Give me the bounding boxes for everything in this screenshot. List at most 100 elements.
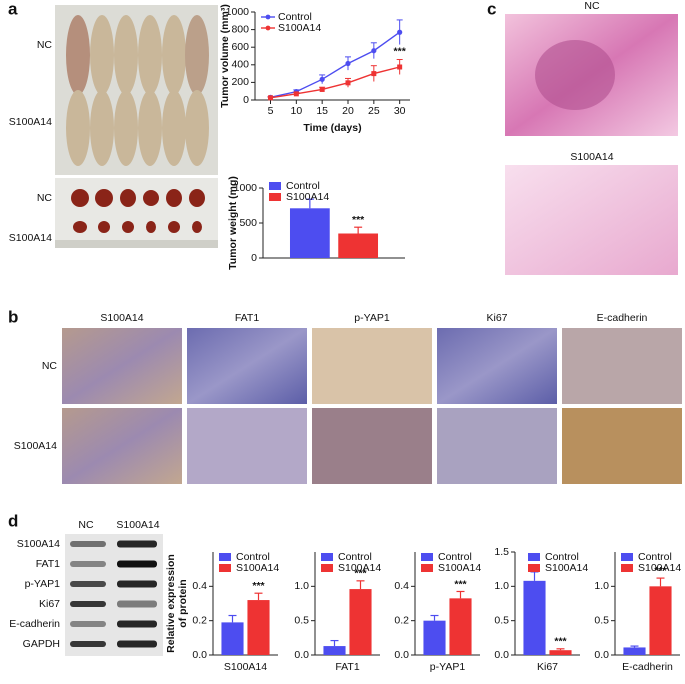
row-label: S100A14 xyxy=(9,232,52,244)
legend-label: Control xyxy=(286,180,320,192)
annotation: *** xyxy=(554,636,567,648)
bar xyxy=(523,580,546,655)
point xyxy=(345,60,351,67)
point xyxy=(371,48,377,54)
x-axis-label: Time (days) xyxy=(303,122,361,134)
x-tick-label: 30 xyxy=(394,105,406,117)
legend-label: S100A14 xyxy=(278,22,321,34)
x-tick-label: E-cadherin xyxy=(622,661,673,673)
y-tick-label: 500 xyxy=(239,217,257,229)
blot-row: FAT1 xyxy=(36,558,60,570)
y-tick-label: 0.0 xyxy=(192,649,207,661)
ihc-image xyxy=(437,408,557,484)
ihc-image xyxy=(187,408,307,484)
he-lesion xyxy=(535,40,615,110)
y-tick-label: 0.2 xyxy=(192,614,207,626)
column-label: Ki67 xyxy=(486,312,507,324)
y-tick-label: 1.5 xyxy=(494,546,509,558)
tumor-photo xyxy=(55,178,218,248)
legend-label: Control xyxy=(438,551,472,563)
x-tick-label: 20 xyxy=(342,105,354,117)
panel-label: a xyxy=(8,0,18,18)
row-label: S100A14 xyxy=(570,151,613,163)
band xyxy=(70,561,106,567)
band xyxy=(117,580,157,588)
panel-label: c xyxy=(487,0,496,18)
legend-label: Control xyxy=(236,551,270,563)
row-label: NC xyxy=(584,0,600,12)
annotation: *** xyxy=(454,578,467,590)
legend-swatch xyxy=(321,553,333,561)
legend-swatch xyxy=(621,564,633,572)
line xyxy=(270,66,400,99)
blot xyxy=(65,534,163,656)
y-tick-label: 0.4 xyxy=(394,580,409,592)
point xyxy=(268,95,273,101)
legend-marker xyxy=(265,25,271,31)
x-tick-label: 10 xyxy=(290,105,302,117)
bar xyxy=(449,598,472,655)
y-tick-label: 0.0 xyxy=(294,649,309,661)
y-tick-label: 0.4 xyxy=(192,580,207,592)
legend-label: S100A14 xyxy=(545,562,588,574)
band xyxy=(70,601,106,607)
legend-label: S100A14 xyxy=(286,191,329,203)
row-label: S100A14 xyxy=(9,116,52,128)
x-tick-label: FAT1 xyxy=(335,661,359,673)
y-tick-label: 0.0 xyxy=(494,649,509,661)
legend-label: S100A14 xyxy=(338,562,381,574)
legend-swatch xyxy=(321,564,333,572)
y-axis-label: Tumor weight (mg) xyxy=(227,176,239,270)
point xyxy=(319,76,325,82)
legend-label: S100A14 xyxy=(236,562,279,574)
blot-column: S100A14 xyxy=(116,519,159,531)
y-axis-label: of protein xyxy=(177,579,189,627)
bar xyxy=(221,622,244,655)
ihc-image xyxy=(62,408,182,484)
bar xyxy=(338,233,379,258)
point xyxy=(345,80,351,86)
bar xyxy=(349,589,372,655)
band xyxy=(70,581,106,587)
bar xyxy=(549,650,572,655)
point xyxy=(319,86,325,92)
y-tick-label: 200 xyxy=(231,76,249,88)
legend-label: Control xyxy=(638,551,672,563)
legend-swatch xyxy=(219,553,231,561)
band xyxy=(117,620,157,628)
row-label: NC xyxy=(37,39,53,51)
point xyxy=(397,29,403,35)
y-axis-label: Tumor volume (mm³) xyxy=(219,4,231,108)
annotation: *** xyxy=(354,568,367,580)
ihc-image xyxy=(562,328,682,404)
band xyxy=(70,621,106,627)
tumors xyxy=(71,189,205,233)
ihc-image xyxy=(312,328,432,404)
x-tick-label: p-YAP1 xyxy=(430,661,466,673)
band xyxy=(70,641,106,647)
blot-row: E-cadherin xyxy=(9,618,60,630)
row-label: S100A14 xyxy=(14,440,57,452)
legend-swatch xyxy=(528,564,540,572)
bar xyxy=(623,647,646,655)
column-label: S100A14 xyxy=(100,312,143,324)
row-label: NC xyxy=(42,360,58,372)
point xyxy=(371,71,377,77)
point xyxy=(397,64,403,70)
ruler xyxy=(55,240,218,248)
y-tick-label: 1.0 xyxy=(594,580,609,592)
bar xyxy=(323,646,346,655)
annotation: *** xyxy=(352,214,365,226)
band xyxy=(117,640,157,648)
column-label: p-YAP1 xyxy=(354,312,390,324)
panel-label: d xyxy=(8,511,18,530)
y-tick-label: 400 xyxy=(231,59,249,71)
y-tick-label: 0.5 xyxy=(594,614,609,626)
y-tick-label: 800 xyxy=(231,23,249,35)
y-tick-label: 0.5 xyxy=(294,614,309,626)
y-tick-label: 0.5 xyxy=(494,614,509,626)
x-tick-label: Ki67 xyxy=(537,661,558,673)
blot-row: GAPDH xyxy=(23,638,60,650)
bar xyxy=(289,208,330,258)
